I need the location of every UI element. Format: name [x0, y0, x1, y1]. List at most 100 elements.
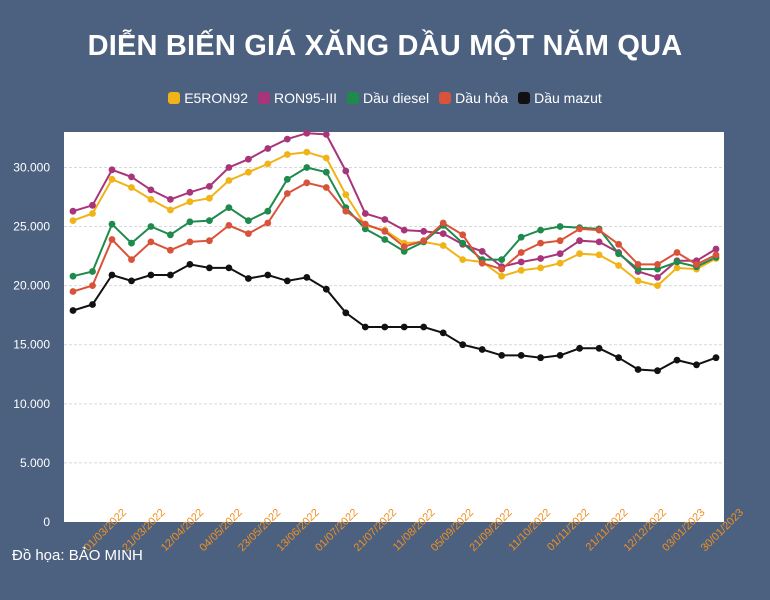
series-2-point	[264, 207, 272, 215]
series-0-point	[147, 196, 155, 203]
series-0-point	[595, 251, 603, 259]
series-3-point	[322, 184, 330, 191]
series-0-point	[459, 256, 467, 263]
y-axis-ticks: 0 5.000 10.000 15.000 20.000 25.000 30.000	[13, 160, 50, 529]
series-points	[69, 129, 720, 375]
series-2-point	[89, 268, 96, 275]
y-tick-label: 10.000	[13, 397, 50, 411]
series-1-point	[69, 207, 77, 215]
series-0-line	[72, 151, 717, 287]
series-3-point	[381, 227, 389, 235]
series-4-point	[147, 271, 155, 279]
series-1-point	[89, 201, 96, 209]
y-tick-label: 5.000	[20, 456, 50, 470]
series-1-point	[712, 245, 720, 253]
legend-swatch	[168, 92, 181, 104]
legend-swatch	[347, 92, 360, 104]
legend-label: E5RON92	[184, 90, 248, 106]
series-0-point	[283, 151, 291, 158]
series-0-point	[69, 217, 77, 225]
series-2-point	[556, 223, 564, 230]
series-3-point	[342, 207, 350, 215]
series-0-point	[673, 264, 681, 272]
series-4-point	[595, 344, 603, 352]
series-2-point	[108, 220, 116, 228]
series-4-point	[342, 309, 350, 317]
series-0-point	[498, 272, 506, 280]
series-0-point	[634, 277, 642, 285]
series-4-point	[517, 352, 525, 359]
series-1-point	[537, 255, 544, 262]
series-3-point	[712, 251, 720, 259]
series-3-point	[517, 249, 525, 256]
series-1-point	[439, 230, 447, 238]
series-1-point	[186, 188, 194, 196]
series-2-point	[498, 256, 506, 263]
series-0-point	[186, 198, 194, 206]
legend-item: Dầu diesel	[347, 90, 429, 106]
series-1-point	[108, 166, 116, 174]
series-3-point	[537, 239, 544, 247]
series-4-point	[576, 344, 583, 352]
series-0-point	[245, 168, 252, 176]
series-1-point	[478, 248, 486, 255]
series-4-point	[654, 367, 661, 375]
series-4-point	[478, 346, 486, 353]
series-1-point	[147, 186, 155, 194]
series-4-point	[439, 329, 447, 337]
series-3-point	[693, 261, 700, 268]
y-tick-label: 0	[43, 515, 50, 529]
series-1-point	[225, 164, 233, 171]
series-2-point	[128, 239, 135, 247]
legend-item: E5RON92	[168, 90, 248, 106]
series-3-point	[498, 265, 506, 273]
series-2-point	[69, 272, 77, 280]
legend-label: Dầu hỏa	[455, 90, 509, 106]
legend-item: Dầu mazut	[518, 90, 602, 106]
legend-swatch	[258, 92, 270, 104]
series-3-point	[128, 256, 135, 263]
series-1-point	[303, 129, 311, 137]
series-1-point	[128, 173, 135, 181]
series-1-point	[361, 210, 369, 217]
series-0-point	[537, 264, 544, 272]
chart-title: DIỄN BIẾN GIÁ XĂNG DẦU MỘT NĂM QUA	[87, 30, 683, 62]
series-0-point	[517, 266, 525, 274]
series-3-point	[225, 222, 233, 229]
series-0-point	[303, 148, 311, 156]
series-4-point	[303, 274, 311, 281]
series-0-point	[576, 250, 583, 258]
series-4-point	[420, 323, 428, 331]
series-2-point	[361, 225, 369, 233]
series-3-point	[459, 231, 467, 239]
series-2-point	[147, 223, 155, 230]
series-1-point	[322, 131, 330, 138]
series-4-point	[89, 301, 96, 308]
series-4-point	[245, 275, 252, 282]
series-2-point	[245, 217, 252, 225]
series-0-point	[128, 184, 135, 191]
series-0-point	[322, 154, 330, 162]
series-3-point	[400, 243, 408, 251]
series-4-point	[400, 323, 408, 331]
series-1-point	[556, 250, 564, 258]
legend-label: Dầu mazut	[534, 90, 602, 106]
series-3-point	[186, 238, 194, 246]
series-4-point	[225, 264, 233, 272]
series-4-point	[167, 271, 174, 279]
series-1-point	[245, 155, 252, 163]
series-4-point	[693, 361, 700, 369]
y-tick-label: 20.000	[13, 279, 50, 293]
series-3-point	[634, 261, 642, 268]
series-4-point	[186, 261, 194, 268]
y-tick-label: 15.000	[13, 338, 50, 352]
series-1-point	[400, 226, 408, 234]
series-4-point	[634, 366, 642, 373]
series-2-point	[186, 218, 194, 226]
series-3-point	[576, 225, 583, 233]
series-0-point	[556, 259, 564, 267]
series-0-point	[225, 177, 233, 184]
series-1-point	[595, 238, 603, 246]
series-4-point	[498, 352, 506, 359]
series-4-point	[361, 323, 369, 331]
